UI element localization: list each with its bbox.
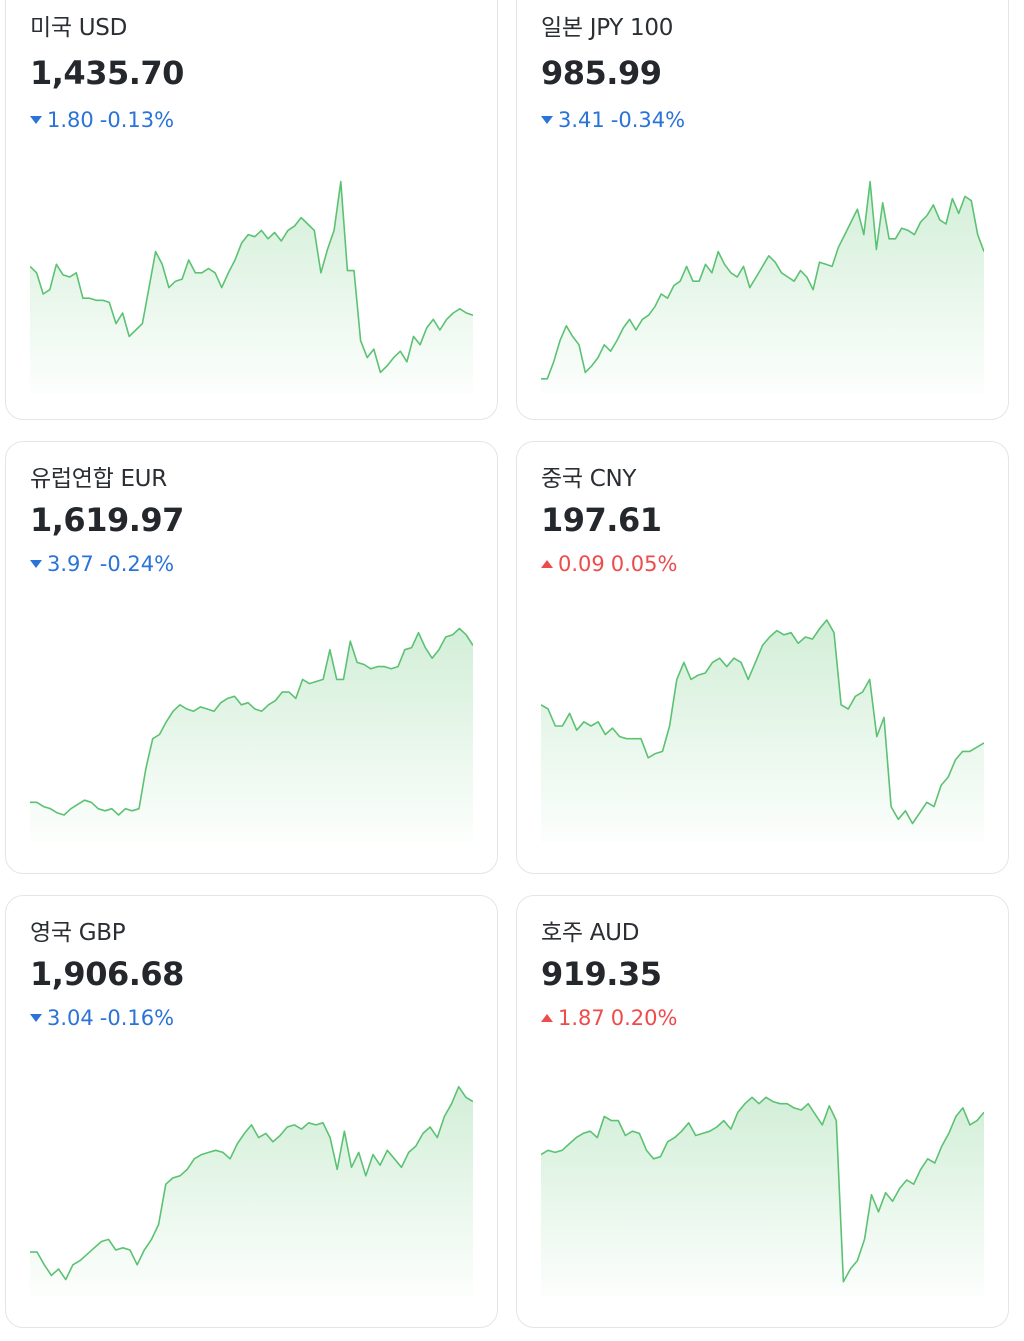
rate-change: 0.09 0.05% (541, 551, 677, 577)
change-percent: -0.13% (99, 108, 175, 132)
trend-area (541, 1097, 984, 1296)
currency-name: 영국 GBP (30, 920, 126, 946)
currency-card-gbp[interactable]: 영국 GBP 1,906.68 3.04 -0.16% (5, 895, 498, 1328)
change-percent: -0.24% (99, 552, 175, 576)
change-amount: 1.80 (47, 108, 94, 132)
change-direction-icon (30, 560, 42, 568)
currency-card-jpy[interactable]: 일본 JPY 100 985.99 3.41 -0.34% (516, 0, 1009, 420)
change-direction-icon (541, 560, 553, 568)
rate-change: 3.04 -0.16% (30, 1005, 174, 1031)
currency-name: 호주 AUD (541, 920, 640, 946)
rate-trend-chart (541, 619, 984, 842)
exchange-rate-value: 919.35 (541, 955, 662, 993)
trend-area (30, 1086, 473, 1296)
trend-area (30, 181, 473, 393)
currency-card-eur[interactable]: 유럽연합 EUR 1,619.97 3.97 -0.24% (5, 441, 498, 874)
change-amount: 0.09 (558, 552, 605, 576)
change-percent: -0.16% (99, 1006, 175, 1030)
currency-card-cny[interactable]: 중국 CNY 197.61 0.09 0.05% (516, 441, 1009, 874)
rate-change: 3.41 -0.34% (541, 107, 685, 133)
trend-line (541, 1096, 984, 1283)
currency-name: 일본 JPY 100 (541, 15, 674, 41)
exchange-rate-value: 1,619.97 (30, 501, 184, 539)
rate-trend-chart (30, 627, 473, 842)
exchange-rate-value: 197.61 (541, 501, 662, 539)
change-amount: 3.04 (47, 1006, 94, 1030)
rate-trend-chart (541, 180, 984, 393)
rate-trend-chart (541, 1096, 984, 1296)
currency-card-usd[interactable]: 미국 USD 1,435.70 1.80 -0.13% (5, 0, 498, 420)
exchange-rate-value: 985.99 (541, 54, 662, 92)
change-direction-icon (541, 1014, 553, 1022)
trend-line (30, 1085, 473, 1281)
rate-trend-chart (30, 1085, 473, 1296)
trend-line (30, 627, 473, 816)
trend-line (541, 180, 984, 380)
change-amount: 3.41 (558, 108, 605, 132)
currency-name: 미국 USD (30, 15, 127, 41)
trend-line (30, 180, 473, 374)
trend-line (541, 619, 984, 825)
currency-card-aud[interactable]: 호주 AUD 919.35 1.87 0.20% (516, 895, 1009, 1328)
change-amount: 3.97 (47, 552, 94, 576)
change-percent: 0.20% (610, 1006, 678, 1030)
currency-name: 중국 CNY (541, 466, 637, 492)
change-amount: 1.87 (558, 1006, 605, 1030)
change-percent: 0.05% (610, 552, 678, 576)
change-percent: -0.34% (610, 108, 686, 132)
change-direction-icon (30, 1014, 42, 1022)
change-direction-icon (541, 116, 553, 124)
currency-name: 유럽연합 EUR (30, 466, 167, 492)
exchange-rate-value: 1,435.70 (30, 54, 184, 92)
change-direction-icon (30, 116, 42, 124)
trend-area (30, 628, 473, 842)
rate-change: 1.87 0.20% (541, 1005, 677, 1031)
trend-area (541, 181, 984, 393)
rate-trend-chart (30, 180, 473, 393)
rate-change: 3.97 -0.24% (30, 551, 174, 577)
exchange-rate-value: 1,906.68 (30, 955, 184, 993)
trend-area (541, 620, 984, 842)
rate-change: 1.80 -0.13% (30, 107, 174, 133)
